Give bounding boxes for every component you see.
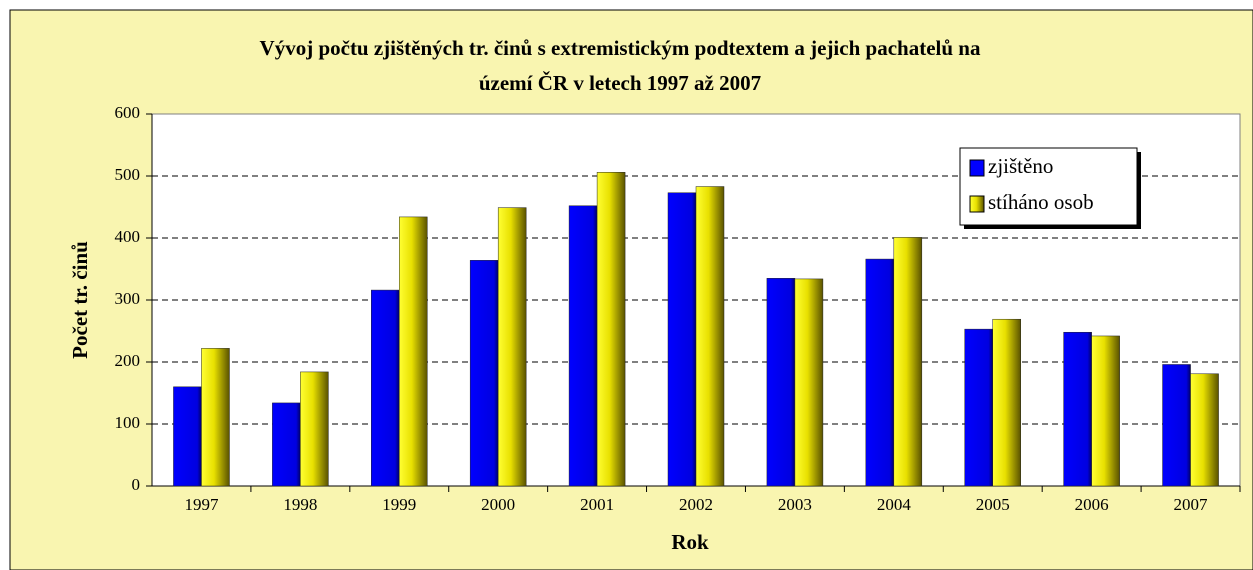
x-axis-label: Rok [671, 530, 709, 554]
bar [497, 207, 527, 487]
bar [893, 237, 923, 487]
bar [1063, 331, 1092, 487]
bar [371, 289, 400, 487]
y-tick-label: 0 [132, 475, 141, 494]
x-tick-label: 2002 [679, 495, 713, 514]
bar [272, 402, 301, 487]
x-tick-label: 1999 [382, 495, 416, 514]
bar [1162, 364, 1191, 487]
x-tick-label: 2003 [778, 495, 812, 514]
bar [173, 386, 202, 487]
bar [992, 318, 1021, 487]
x-tick-label: 2000 [481, 495, 515, 514]
bar [1091, 335, 1120, 487]
x-tick-label: 2001 [580, 495, 614, 514]
x-tick-label: 2005 [976, 495, 1010, 514]
y-tick-label: 600 [115, 103, 141, 122]
bar [469, 260, 499, 487]
legend-swatch [969, 159, 985, 177]
bar [695, 186, 725, 487]
legend-swatch [969, 195, 985, 213]
x-tick-label: 1997 [184, 495, 219, 514]
bar [596, 172, 626, 487]
bar [568, 205, 598, 487]
bar [865, 258, 895, 487]
legend [959, 147, 1138, 226]
bar [766, 278, 796, 487]
bar [300, 371, 329, 487]
bar [964, 328, 993, 487]
chart-title: Vývoj počtu zjištěných tr. činů s extrem… [260, 36, 981, 60]
y-tick-label: 200 [115, 351, 141, 370]
bar [667, 192, 697, 487]
legend-label: stíháno osob [988, 190, 1094, 214]
x-tick-label: 2007 [1174, 495, 1209, 514]
y-tick-label: 100 [115, 413, 141, 432]
bar [201, 348, 230, 487]
bar [1190, 373, 1219, 487]
x-tick-label: 2006 [1075, 495, 1109, 514]
chart-title: území ČR v letech 1997 až 2007 [479, 71, 761, 95]
y-tick-label: 400 [115, 227, 141, 246]
y-axis-label: Počet tr. činů [68, 241, 92, 359]
x-tick-label: 2004 [877, 495, 912, 514]
y-tick-label: 500 [115, 165, 141, 184]
bar [794, 278, 824, 487]
bar [399, 216, 428, 487]
legend-label: zjištěno [988, 154, 1053, 178]
y-tick-label: 300 [115, 289, 141, 308]
x-tick-label: 1998 [283, 495, 317, 514]
